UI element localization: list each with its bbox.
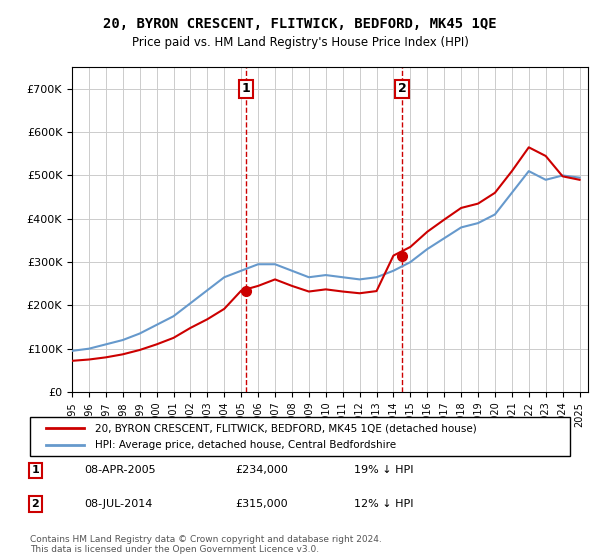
Text: £234,000: £234,000: [235, 465, 288, 475]
Text: 1: 1: [241, 82, 250, 95]
Text: 20, BYRON CRESCENT, FLITWICK, BEDFORD, MK45 1QE: 20, BYRON CRESCENT, FLITWICK, BEDFORD, M…: [103, 17, 497, 31]
Text: 2: 2: [32, 499, 39, 509]
Text: 08-JUL-2014: 08-JUL-2014: [84, 499, 152, 509]
Text: £315,000: £315,000: [235, 499, 288, 509]
Text: 19% ↓ HPI: 19% ↓ HPI: [354, 465, 413, 475]
Text: HPI: Average price, detached house, Central Bedfordshire: HPI: Average price, detached house, Cent…: [95, 440, 396, 450]
Text: 1: 1: [32, 465, 39, 475]
Text: 08-APR-2005: 08-APR-2005: [84, 465, 155, 475]
FancyBboxPatch shape: [30, 417, 570, 456]
Text: 12% ↓ HPI: 12% ↓ HPI: [354, 499, 413, 509]
Text: 20, BYRON CRESCENT, FLITWICK, BEDFORD, MK45 1QE (detached house): 20, BYRON CRESCENT, FLITWICK, BEDFORD, M…: [95, 423, 476, 433]
Text: Contains HM Land Registry data © Crown copyright and database right 2024.
This d: Contains HM Land Registry data © Crown c…: [30, 535, 382, 554]
Text: 2: 2: [398, 82, 407, 95]
Text: Price paid vs. HM Land Registry's House Price Index (HPI): Price paid vs. HM Land Registry's House …: [131, 36, 469, 49]
